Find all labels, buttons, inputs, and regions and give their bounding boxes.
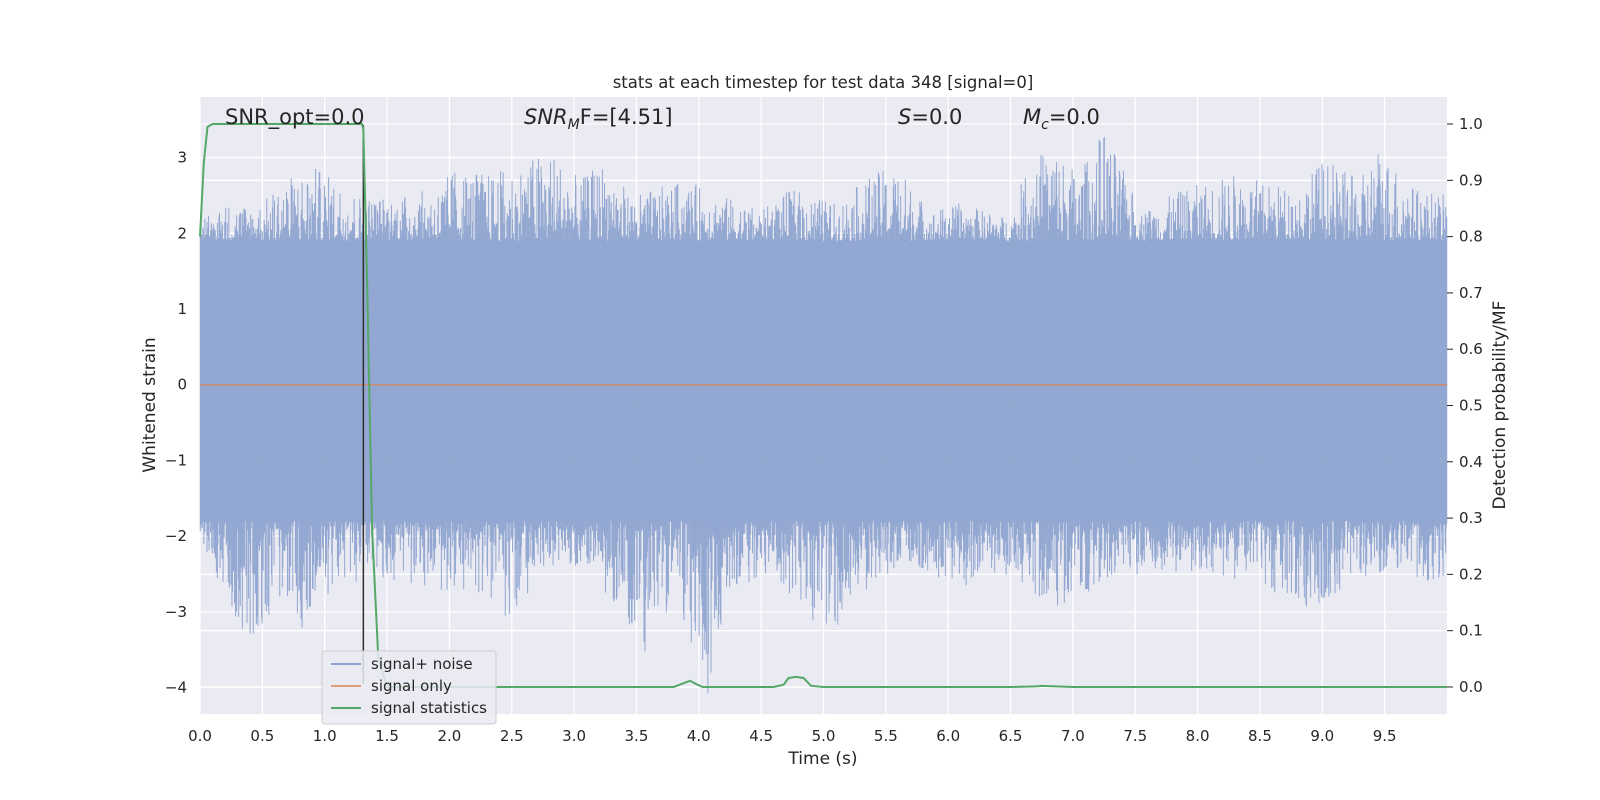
signal-statistics-line <box>199 123 1447 688</box>
x-tick-label: 4.0 <box>687 727 711 745</box>
y-axis-label: Whitened strain <box>140 337 160 472</box>
x-tick-label: 7.0 <box>1061 727 1085 745</box>
y-tick-label: −2 <box>165 527 187 545</box>
signal-noise-trace <box>199 136 1448 694</box>
legend: signal+ noise signal only signal statist… <box>321 650 497 725</box>
legend-label-signal-noise: signal+ noise <box>371 655 473 673</box>
chart-title: stats at each timestep for test data 348… <box>613 73 1034 92</box>
y2-tick-label: 0.0 <box>1459 678 1483 696</box>
legend-label-signal-statistics: signal statistics <box>371 699 487 717</box>
x-tick-label: 2.0 <box>437 727 461 745</box>
y2-axis-label: Detection probability/MF <box>1490 301 1510 510</box>
y-tick-label: −4 <box>165 679 187 697</box>
x-tick-label: 0.5 <box>250 727 274 745</box>
x-tick-label: 8.5 <box>1248 727 1272 745</box>
x-tick-label: 1.5 <box>375 727 399 745</box>
x-tick-label: 4.5 <box>749 727 773 745</box>
y-tick-label: 3 <box>177 149 187 167</box>
y-tick-label: 1 <box>177 300 187 318</box>
snr-mf-symbol: SNR <box>524 105 568 129</box>
x-tick-label: 9.0 <box>1310 727 1334 745</box>
y2-tick-label: 0.3 <box>1459 509 1483 527</box>
y2-tick-label: 0.9 <box>1459 171 1483 189</box>
s-annotation: S=0.0 <box>898 105 962 129</box>
x-tick-label: 7.5 <box>1123 727 1147 745</box>
s-value: =0.0 <box>911 105 962 129</box>
y2-tick-label: 0.4 <box>1459 453 1483 471</box>
line-series-layer <box>199 123 1447 688</box>
x-tick-label: 1.0 <box>313 727 337 745</box>
x-tick-label: 9.5 <box>1373 727 1397 745</box>
signal-noise-series <box>199 136 1448 694</box>
y2-tick-label: 1.0 <box>1459 115 1483 133</box>
x-tick-label: 6.0 <box>936 727 960 745</box>
x-tick-label: 2.5 <box>500 727 524 745</box>
y-tick-label: 2 <box>177 224 187 242</box>
y2-tick-label: 0.2 <box>1459 565 1483 583</box>
snr-mf-annotation: SNRMF=[4.51] <box>524 105 673 133</box>
mc-value: =0.0 <box>1049 105 1100 129</box>
y2-axis-ticks: 1.0 0.9 0.8 0.7 0.6 0.5 0.4 0.3 0.2 0.1 0.0 <box>1447 115 1483 696</box>
x-tick-label: 3.0 <box>562 727 586 745</box>
x-axis-label: Time (s) <box>787 749 857 769</box>
y2-tick-label: 0.5 <box>1459 397 1483 415</box>
y2-tick-label: 0.6 <box>1459 340 1483 358</box>
y2-tick-label: 0.8 <box>1459 228 1483 246</box>
legend-box <box>321 650 497 725</box>
y-tick-label: 0 <box>177 376 187 394</box>
x-tick-label: 6.5 <box>999 727 1023 745</box>
x-tick-label: 5.0 <box>812 727 836 745</box>
y-axis-ticks: 3 2 1 0 −1 −2 −3 −4 <box>165 149 187 697</box>
y2-tick-label: 0.7 <box>1459 284 1483 302</box>
x-tick-label: 0.0 <box>188 727 212 745</box>
mc-annotation: Mc=0.0 <box>1023 105 1100 133</box>
y-tick-label: −1 <box>165 451 187 469</box>
mc-symbol: M <box>1023 105 1041 129</box>
y2-tick-label: 0.1 <box>1459 622 1483 640</box>
legend-label-signal-only: signal only <box>371 677 452 695</box>
x-tick-label: 8.0 <box>1186 727 1210 745</box>
y-tick-label: −3 <box>165 603 187 621</box>
x-axis-ticks: 0.0 0.5 1.0 1.5 2.0 2.5 3.0 3.5 4.0 4.5 5.0 5.5 6.0 6… <box>188 727 1397 745</box>
mc-subscript: c <box>1041 117 1049 133</box>
snr-mf-subscript: M <box>568 117 580 133</box>
snr-opt-annotation: SNR_opt=0.0 <box>225 105 365 130</box>
snr-mf-value: F=[4.51] <box>580 105 673 129</box>
x-tick-label: 5.5 <box>874 727 898 745</box>
x-tick-label: 3.5 <box>625 727 649 745</box>
s-symbol: S <box>898 105 911 129</box>
